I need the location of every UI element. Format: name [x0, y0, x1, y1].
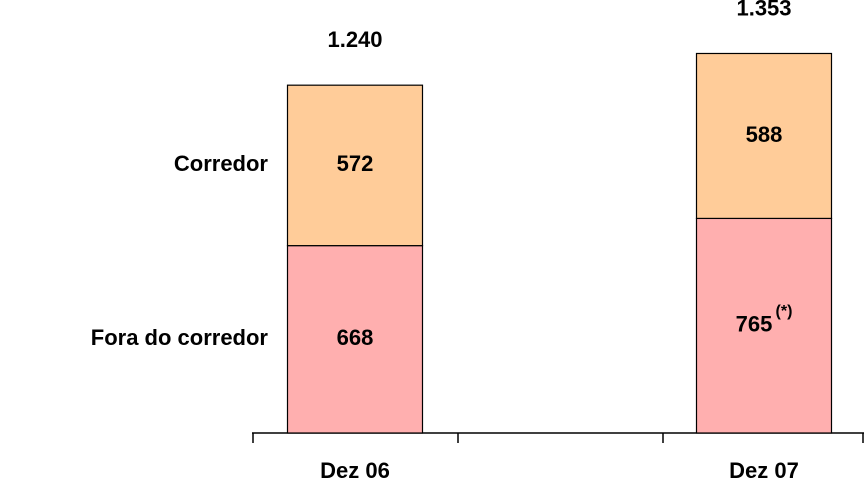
value-label: 588 [746, 122, 783, 147]
x-tick-label: Dez 06 [320, 458, 390, 483]
value-label: 765 [736, 312, 773, 337]
value-label: 668 [337, 325, 374, 350]
x-axis [252, 432, 864, 443]
total-label: 1.353 [736, 0, 791, 20]
bar-segment [286, 84, 424, 247]
x-tick-label: Dez 07 [729, 458, 799, 483]
value-label: 572 [337, 151, 374, 176]
legend-label: Fora do corredor [91, 325, 269, 350]
bar-segment [695, 52, 833, 220]
legend-label: Corredor [174, 151, 269, 176]
total-label: 1.240 [327, 27, 382, 52]
bar-segment [286, 245, 424, 434]
annotation: (*) [776, 303, 793, 320]
